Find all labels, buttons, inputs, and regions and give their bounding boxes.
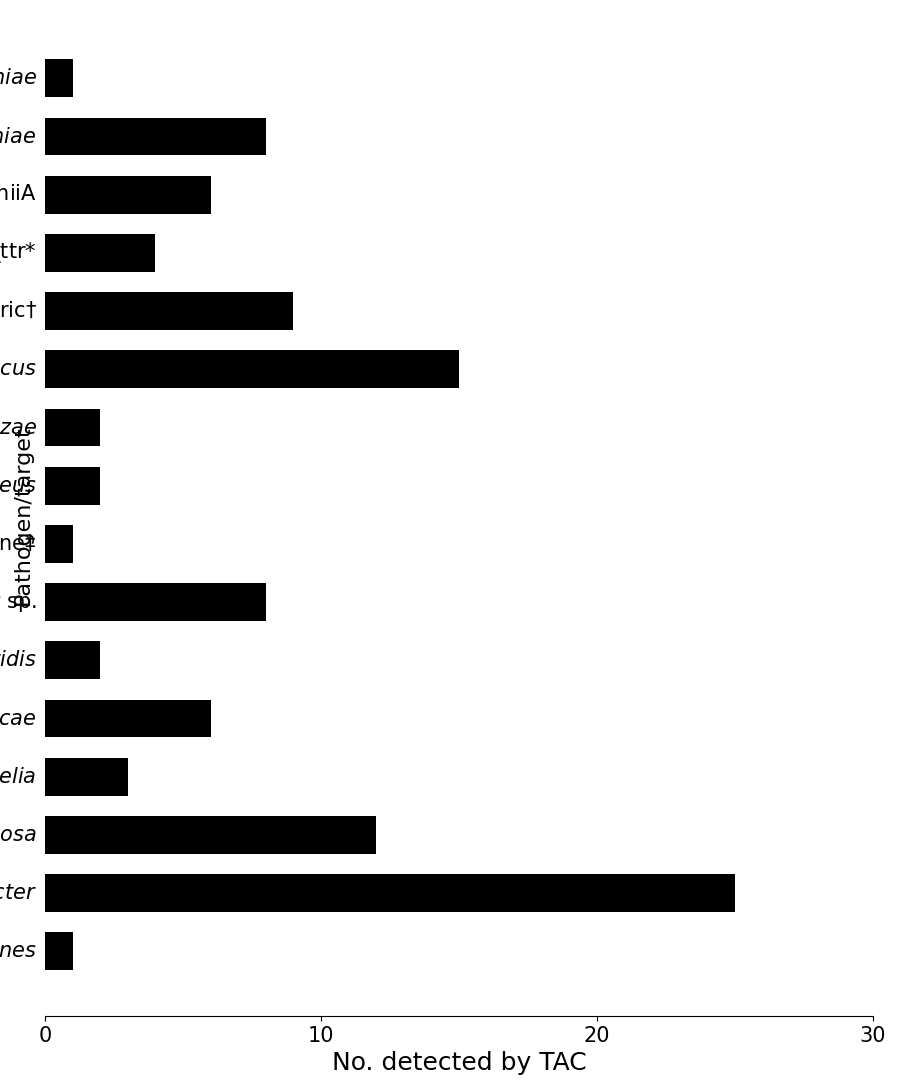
Bar [45,525,73,563]
Text: $\it{Enterobacter}$: $\it{Enterobacter}$ [0,883,37,903]
Bar [45,234,156,272]
Text: $\it{E.}$ $\it{cloacae}$: $\it{E.}$ $\it{cloacae}$ [0,709,37,729]
Text: $\it{Streptococcus}$: $\it{Streptococcus}$ [0,357,37,381]
Text: $\it{Salmonella}$_ttr*: $\it{Salmonella}$_ttr* [0,241,37,266]
Text: $\it{MecA}$ gene‡: $\it{MecA}$ gene‡ [0,531,37,556]
Bar [45,641,100,680]
Text: $\it{P.}$ $\it{aeruginosa}$: $\it{P.}$ $\it{aeruginosa}$ [0,823,37,847]
Text: $\it{S.}$ $\it{pneumoniae}$: $\it{S.}$ $\it{pneumoniae}$ [0,66,37,90]
Text: $\it{Salmonella}$_hiiA: $\it{Salmonella}$_hiiA [0,182,37,207]
Bar [45,118,266,156]
Bar [45,408,100,446]
Bar [45,467,100,504]
Bar [45,758,128,796]
Text: $\it{S.}$ $\it{aureus}$: $\it{S.}$ $\it{aureus}$ [0,476,37,495]
Text: $\it{N.}$ $\it{meningitidis}$: $\it{N.}$ $\it{meningitidis}$ [0,648,37,672]
Bar [45,816,376,854]
Text: $\it{Proteus}$ sp.: $\it{Proteus}$ sp. [0,590,37,614]
Bar [45,874,735,913]
Bar [45,932,73,970]
Bar [45,584,266,621]
Text: $\it{K.}$ $\it{pneumoniae}$: $\it{K.}$ $\it{pneumoniae}$ [0,124,37,148]
Text: Pan-$\it{Borrelia}$: Pan-$\it{Borrelia}$ [0,767,37,786]
Bar [45,699,211,737]
Text: $\it{S.}$ $\it{pyogenes}$: $\it{S.}$ $\it{pyogenes}$ [0,940,37,964]
X-axis label: No. detected by TAC: No. detected by TAC [331,1051,586,1075]
Text: $\it{H.}$ $\it{influenzae}$: $\it{H.}$ $\it{influenzae}$ [0,417,37,438]
Y-axis label: Pathogen/target: Pathogen/target [13,425,32,604]
Text: $\it{E.}$ $\it{coli}$ generic†: $\it{E.}$ $\it{coli}$ generic† [0,299,37,323]
Bar [45,292,293,330]
Bar [45,60,73,97]
Bar [45,351,459,389]
Bar [45,175,211,213]
